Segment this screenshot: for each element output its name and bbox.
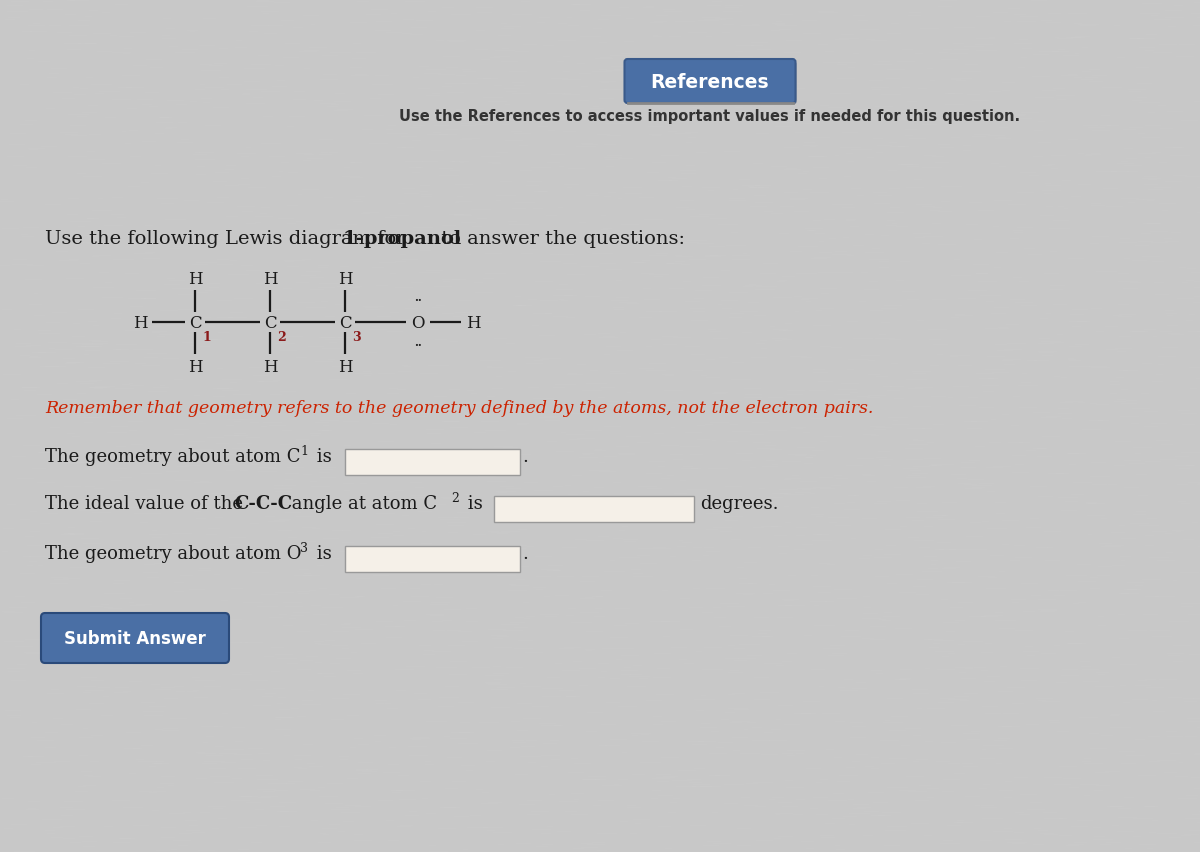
FancyBboxPatch shape xyxy=(628,63,797,105)
Text: 3: 3 xyxy=(300,541,308,555)
Text: 2: 2 xyxy=(277,331,286,343)
Text: is: is xyxy=(311,447,331,465)
Text: C: C xyxy=(188,314,202,331)
Text: .: . xyxy=(522,544,528,562)
Text: 3: 3 xyxy=(352,331,361,343)
Text: degrees.: degrees. xyxy=(700,494,779,512)
Text: C: C xyxy=(338,314,352,331)
Text: H: H xyxy=(187,270,203,287)
FancyBboxPatch shape xyxy=(346,450,520,475)
Text: H: H xyxy=(263,270,277,287)
Text: H: H xyxy=(337,358,353,375)
FancyBboxPatch shape xyxy=(624,60,796,104)
Text: The geometry about atom O: The geometry about atom O xyxy=(46,544,301,562)
Text: H: H xyxy=(263,358,277,375)
Text: 1-propanol: 1-propanol xyxy=(343,230,462,248)
Text: The geometry about atom C: The geometry about atom C xyxy=(46,447,300,465)
Text: ··: ·· xyxy=(414,295,422,306)
Text: is: is xyxy=(311,544,331,562)
Text: The ideal value of the: The ideal value of the xyxy=(46,494,248,512)
FancyBboxPatch shape xyxy=(346,546,520,573)
Text: H: H xyxy=(133,314,148,331)
Text: Use the References to access important values if needed for this question.: Use the References to access important v… xyxy=(400,109,1020,124)
Text: .: . xyxy=(522,447,528,465)
Text: Use the following Lewis diagram for: Use the following Lewis diagram for xyxy=(46,230,412,248)
Text: Remember that geometry refers to the geometry defined by the atoms, not the elec: Remember that geometry refers to the geo… xyxy=(46,400,874,417)
Text: H: H xyxy=(466,314,480,331)
Text: angle at atom C: angle at atom C xyxy=(286,494,437,512)
Text: Submit Answer: Submit Answer xyxy=(64,630,206,648)
Text: 2: 2 xyxy=(451,492,458,504)
Text: O: O xyxy=(412,314,425,331)
FancyBboxPatch shape xyxy=(41,613,229,663)
Text: C-C-C: C-C-C xyxy=(234,494,292,512)
Text: is: is xyxy=(462,494,482,512)
Text: H: H xyxy=(187,358,203,375)
FancyBboxPatch shape xyxy=(494,497,694,522)
Text: References: References xyxy=(650,72,769,91)
Text: ··: ·· xyxy=(414,340,422,350)
Text: to answer the questions:: to answer the questions: xyxy=(436,230,685,248)
Text: C: C xyxy=(264,314,276,331)
Text: 1: 1 xyxy=(300,445,308,458)
Text: 1: 1 xyxy=(202,331,211,343)
Text: H: H xyxy=(337,270,353,287)
